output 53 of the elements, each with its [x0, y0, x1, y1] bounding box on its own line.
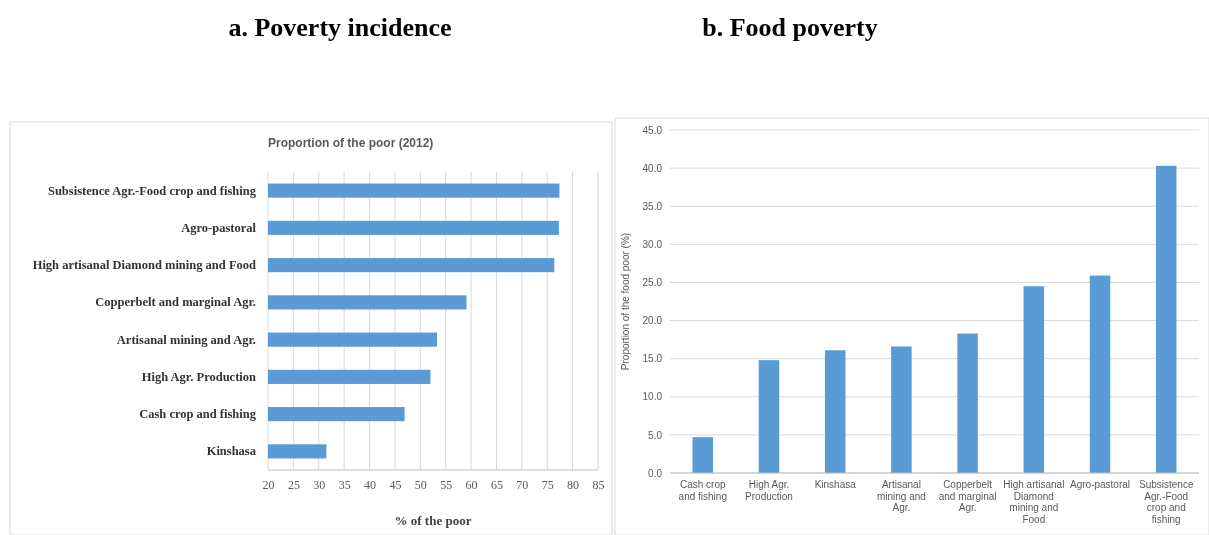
x-tick-label: 50 [414, 477, 427, 492]
bar [957, 333, 978, 473]
y-tick-label: 5.0 [648, 429, 663, 441]
y-tick-label: 15.0 [642, 353, 663, 365]
x-tick-label: 45 [389, 477, 402, 492]
x-tick-label: 20 [262, 477, 275, 492]
x-tick-label: Copperbelt and marginal Agr. [938, 479, 997, 514]
y-tick-label: Copperbelt and marginal Agr. [95, 295, 256, 310]
x-axis-title: % of the poor [394, 513, 472, 528]
bar [692, 437, 714, 473]
bar [824, 350, 846, 473]
y-tick-label: 25.0 [642, 277, 663, 289]
x-tick-label: 80 [567, 477, 580, 492]
x-tick-label: 35 [338, 477, 351, 492]
chart-title: b. Food poverty [702, 13, 878, 42]
bar [1155, 165, 1177, 473]
y-tick-label: 10.0 [642, 391, 663, 403]
x-tick-label: 55 [440, 477, 453, 492]
x-tick-label: 60 [465, 477, 478, 492]
y-tick-label: 45.0 [642, 124, 663, 136]
y-tick-label: Artisanal mining and Agr. [116, 332, 256, 347]
bar [1089, 275, 1111, 473]
y-tick-label: 30.0 [642, 239, 663, 251]
y-tick-label: Agro-pastoral [181, 220, 257, 235]
x-tick-label: Agro-pastoral [1070, 479, 1131, 491]
x-tick-label: 40 [364, 477, 377, 492]
y-tick-label: High Agr. Production [141, 369, 257, 384]
x-tick-label: 75 [541, 477, 554, 492]
x-tick-label: Artisanal mining and Agr. [876, 479, 926, 514]
y-tick-label: Cash crop and fishing [139, 407, 257, 422]
y-tick-label: Kinshasa [206, 444, 257, 459]
x-tick-label: 30 [313, 477, 326, 492]
chart-subtitle: Proportion of the poor (2012) [268, 136, 434, 150]
y-tick-label: 40.0 [642, 162, 663, 174]
x-tick-label: High artisanal Diamond mining and Food [1003, 479, 1065, 525]
y-axis-title: Proportion of the food poor (%) [620, 232, 631, 371]
y-tick-label: High artisanal Diamond mining and Food [32, 258, 257, 273]
x-tick-label: 65 [490, 477, 503, 492]
x-tick-label: Subsistence Agr.-Food crop and fishing [1138, 479, 1194, 525]
y-tick-label: 20.0 [642, 315, 663, 327]
x-tick-label: High Agr. Production [745, 479, 793, 502]
bar [891, 346, 912, 473]
x-tick-label: 85 [592, 477, 605, 492]
x-tick-label: 70 [516, 477, 529, 492]
y-tick-label: 35.0 [642, 200, 663, 212]
x-tick-label: Cash crop and fishing [678, 479, 727, 502]
x-tick-label: 25 [287, 477, 300, 492]
x-tick-label: Kinshasa [814, 479, 857, 491]
chart-title: a. Poverty incidence [228, 13, 452, 42]
bar [1023, 286, 1045, 473]
bar [758, 360, 780, 473]
y-tick-label: Subsistence Agr.-Food crop and fishing [47, 183, 257, 198]
y-tick-label: 0.0 [648, 467, 663, 479]
